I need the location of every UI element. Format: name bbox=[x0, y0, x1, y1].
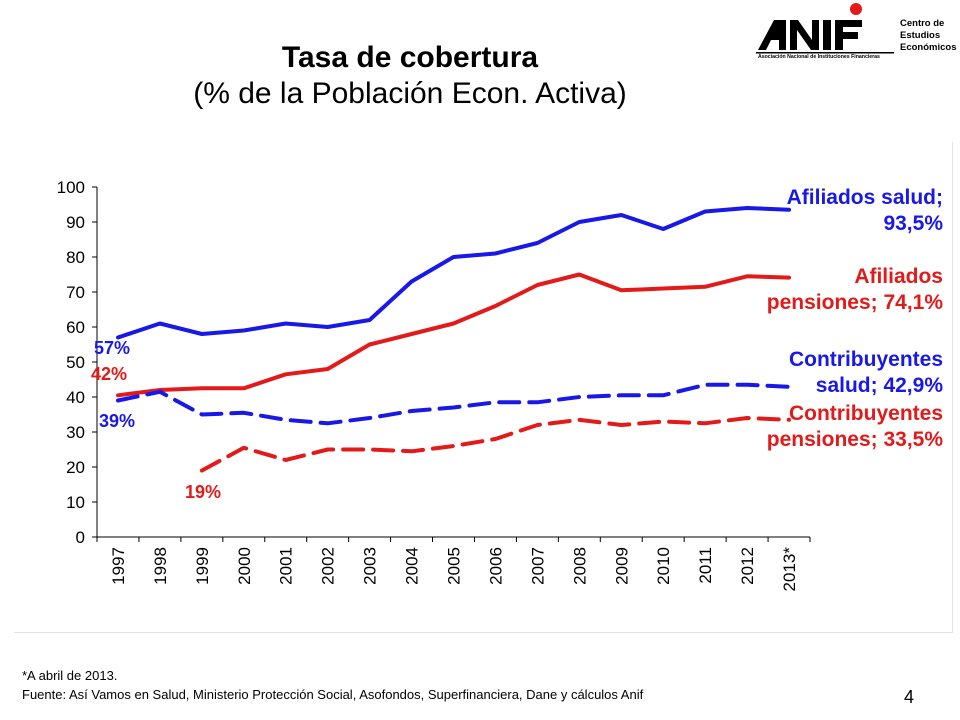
title-block: Tasa de cobertura (% de la Población Eco… bbox=[0, 40, 820, 112]
x-tick-label: 2005 bbox=[445, 547, 464, 585]
line-chart: 0 10 20 30 40 50 60 70 80 90 100 1997 1998 1999 2000 20… bbox=[57, 178, 811, 592]
anif-logo: Centro de Estudios Económicos Asociación… bbox=[752, 2, 958, 66]
y-tick-label: 50 bbox=[66, 353, 85, 372]
y-tick-label: 100 bbox=[57, 178, 85, 197]
y-tick-label: 30 bbox=[66, 423, 85, 442]
y-tick-label: 90 bbox=[66, 213, 85, 232]
x-tick-label: 2004 bbox=[403, 547, 422, 585]
end-label-3: Contribuyentes pensiones; 33,5% bbox=[767, 401, 943, 453]
end-label-line: pensiones; 33,5% bbox=[766, 428, 943, 451]
series-line-1 bbox=[116, 272, 791, 398]
chart-subtitle: (% de la Población Econ. Activa) bbox=[193, 77, 627, 110]
x-tick-label: 1999 bbox=[193, 547, 212, 585]
logo-line: Económicos bbox=[900, 42, 957, 53]
x-tick-label: 2008 bbox=[570, 547, 589, 585]
logo-tagline: Asociación Nacional de Instituciones Fin… bbox=[758, 54, 880, 60]
y-tick-label: 70 bbox=[66, 283, 85, 302]
end-label-1: Afiliados pensiones; 74,1% bbox=[767, 264, 943, 316]
y-tick-label: 0 bbox=[76, 528, 85, 547]
y-tick-label: 60 bbox=[66, 318, 85, 337]
y-tick-label: 80 bbox=[66, 248, 85, 267]
y-tick-label: 40 bbox=[66, 388, 85, 407]
footnote-note: *A abril de 2013. bbox=[22, 668, 118, 683]
start-label-contrib_salud_start: 39% bbox=[99, 411, 136, 431]
end-label-line: pensiones; 74,1% bbox=[766, 291, 943, 314]
x-tick-label: 2006 bbox=[486, 547, 505, 585]
series-line-3 bbox=[199, 416, 791, 473]
chart-area: 0 10 20 30 40 50 60 70 80 90 100 1997 1998 1999 2000 20… bbox=[14, 142, 953, 633]
footnote-source: Fuente: Así Vamos en Salud, Ministerio P… bbox=[22, 687, 644, 702]
chart-title: Tasa de cobertura bbox=[281, 41, 539, 74]
start-label-pensiones_start: 42% bbox=[91, 364, 128, 384]
y-tick-label: 10 bbox=[66, 493, 85, 512]
end-label-line: Contribuyentes bbox=[788, 402, 943, 425]
anif-logo-mark bbox=[756, 3, 894, 54]
x-tick-label: 2010 bbox=[654, 547, 673, 585]
end-label-line: Afiliados bbox=[854, 265, 943, 288]
x-tick-label: 2012 bbox=[738, 547, 757, 585]
x-tick-label: 2007 bbox=[528, 547, 547, 585]
x-tick-label: 2002 bbox=[319, 547, 338, 585]
x-tick-label: 1998 bbox=[151, 547, 170, 585]
page-number: 4 bbox=[904, 687, 915, 707]
footnote: *A abril de 2013. Fuente: Así Vamos en S… bbox=[22, 666, 643, 704]
y-tick-label: 20 bbox=[66, 458, 85, 477]
end-label-2: Contribuyentes salud; 42,9% bbox=[789, 347, 943, 399]
start-label-salud_start: 57% bbox=[94, 338, 131, 358]
x-tick-label: 2013* bbox=[780, 547, 799, 592]
series-line-0 bbox=[116, 206, 791, 340]
logo-line: Estudios bbox=[900, 30, 941, 41]
x-tick-label: 2003 bbox=[361, 547, 380, 585]
end-label-line: Afiliados salud; bbox=[786, 186, 943, 209]
x-tick-label: 1997 bbox=[109, 547, 128, 585]
logo-text: Centro de Estudios Económicos bbox=[900, 18, 957, 54]
x-tick-label: 2009 bbox=[612, 547, 631, 585]
x-tick-label: 2001 bbox=[277, 547, 296, 585]
end-label-line: Contribuyentes bbox=[788, 348, 943, 371]
x-tick-label: 2011 bbox=[696, 547, 715, 584]
start-label-contrib_pensiones_start: 19% bbox=[185, 482, 222, 502]
end-label-0: Afiliados salud; 93,5% bbox=[787, 185, 943, 237]
x-tick-label: 2000 bbox=[235, 547, 254, 585]
logo-line: Centro de bbox=[900, 18, 945, 29]
end-label-line: salud; 42,9% bbox=[815, 374, 943, 397]
end-label-line: 93,5% bbox=[883, 212, 943, 235]
series-line-2 bbox=[116, 382, 791, 426]
